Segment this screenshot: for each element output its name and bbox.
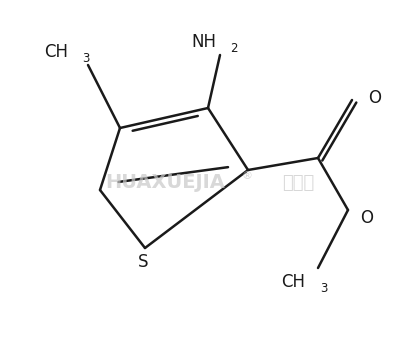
- Text: 2: 2: [230, 41, 238, 55]
- Text: 化学加: 化学加: [282, 174, 314, 192]
- Text: HUAXUEJIA: HUAXUEJIA: [105, 174, 225, 192]
- Text: 3: 3: [320, 282, 327, 294]
- Text: NH: NH: [191, 33, 216, 51]
- Text: O: O: [368, 89, 381, 107]
- Text: O: O: [360, 209, 373, 227]
- Text: CH: CH: [281, 273, 305, 291]
- Text: S: S: [138, 253, 148, 271]
- Text: 3: 3: [82, 52, 89, 64]
- Text: CH: CH: [44, 43, 68, 61]
- Text: ®: ®: [242, 171, 252, 181]
